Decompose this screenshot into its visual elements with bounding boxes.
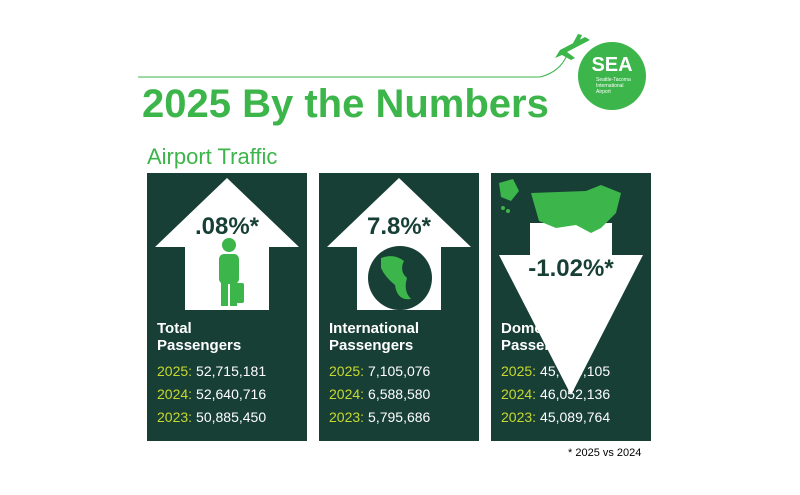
year: 2023: xyxy=(329,409,365,425)
year: 2023: xyxy=(157,409,193,425)
value: 6,588,580 xyxy=(368,386,431,402)
label: Total Passengers xyxy=(157,320,242,354)
row: 2023: 45,089,764 xyxy=(501,409,610,425)
card: .08%* Total Passengers 2025: 52,715,181 20… xyxy=(147,173,307,441)
card: -1.02%* Domestic Passengers 2025: 45,610,… xyxy=(491,173,651,441)
row: 2024: 46,052,136 xyxy=(501,386,610,402)
row: 2024: 52,640,716 xyxy=(157,386,266,402)
row: 2025: 7,105,076 xyxy=(329,363,430,379)
card: 7.8%* International Passengers 2025: 7,10… xyxy=(319,173,479,441)
row: 2023: 50,885,450 xyxy=(157,409,266,425)
footnote: * 2025 vs 2024 xyxy=(568,447,642,459)
logo-name: Seattle-Tacoma International Airport xyxy=(596,77,631,95)
row: 2023: 5,795,686 xyxy=(329,409,430,425)
icon xyxy=(327,178,471,310)
year: 2024: xyxy=(157,386,193,402)
value: 7,105,076 xyxy=(368,363,431,379)
year: 2024: xyxy=(501,386,537,402)
logo-code: SEA xyxy=(591,54,633,76)
row: 2024: 6,588,580 xyxy=(329,386,430,402)
value: 46,052,136 xyxy=(540,386,611,402)
value: 52,715,181 xyxy=(196,363,267,379)
title: 2025 By the Numbers xyxy=(142,82,549,126)
value: 45,610,105 xyxy=(540,363,611,379)
label: International Passengers xyxy=(329,320,420,354)
icon xyxy=(499,179,643,395)
value: 52,640,716 xyxy=(196,386,267,402)
value: 50,885,450 xyxy=(196,409,267,425)
value: 5,795,686 xyxy=(368,409,431,425)
year: 2025: xyxy=(157,363,193,379)
year: 2023: xyxy=(501,409,537,425)
value: 45,089,764 xyxy=(540,409,611,425)
change: 7.8%* xyxy=(366,213,432,240)
label: Domestic Passengers xyxy=(501,320,586,354)
change: .08%* xyxy=(194,213,260,240)
icon xyxy=(155,178,299,310)
year: 2025: xyxy=(329,363,365,379)
year: 2024: xyxy=(329,386,365,402)
year: 2025: xyxy=(501,363,537,379)
change: -1.02%* xyxy=(528,255,614,282)
row: 2025: 52,715,181 xyxy=(157,363,266,379)
row: 2025: 45,610,105 xyxy=(501,363,610,379)
subtitle: Airport Traffic xyxy=(147,144,278,169)
